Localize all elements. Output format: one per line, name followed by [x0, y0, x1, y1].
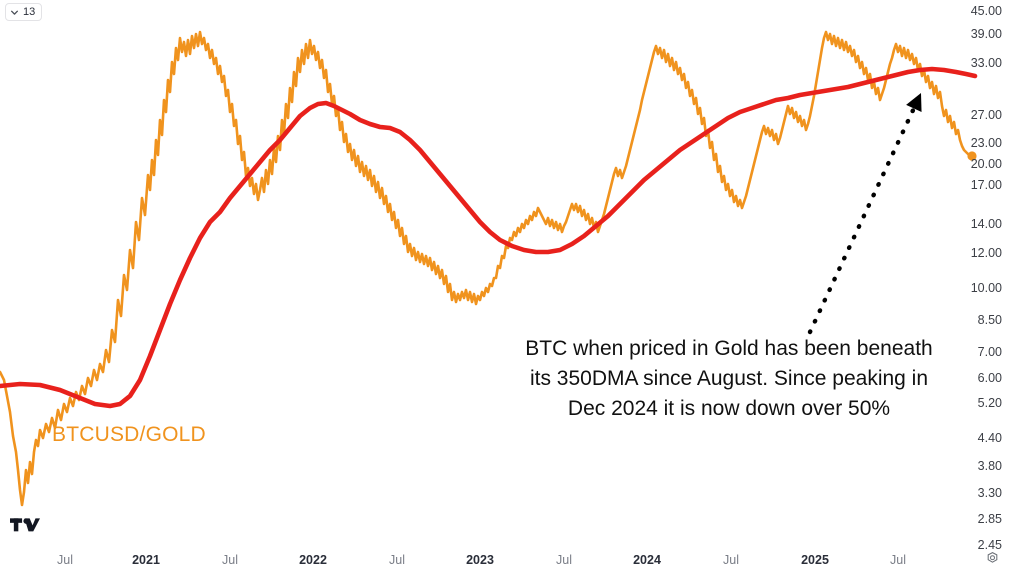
time-tick-year: 2022 [299, 553, 327, 567]
annotation-line-1: BTC when priced in Gold has been beneath [525, 337, 933, 360]
series-label-btcusd-gold: BTCUSD/GOLD [52, 423, 206, 446]
annotation-line-2: its 350DMA since August. Since peaking i… [529, 367, 929, 390]
price-series-line [0, 30, 974, 507]
time-axis[interactable]: Jul 2021 Jul 2022 Jul 2023 Jul 2024 Jul 2025 Jul [0, 547, 968, 575]
annotation-line-3: Dec 2024 it is now down over 50% [567, 397, 891, 420]
dotted-arrow-head [906, 93, 922, 112]
time-tick-month: Jul [556, 553, 572, 567]
symbol-count-badge[interactable]: 13 [5, 3, 43, 21]
tradingview-logo-icon[interactable] [10, 518, 40, 537]
time-tick-year: 2023 [466, 553, 494, 567]
time-tick-year: 2021 [132, 553, 160, 567]
time-tick-month: Jul [890, 553, 906, 567]
chevron-down-icon [10, 10, 19, 15]
time-tick-month: Jul [723, 553, 739, 567]
time-tick-month: Jul [222, 553, 238, 567]
badge-count-label: 13 [23, 5, 36, 18]
time-tick-year: 2024 [633, 553, 661, 567]
dotted-arrow-shaft [807, 106, 917, 335]
last-price-marker [967, 151, 977, 161]
time-tick-month: Jul [389, 553, 405, 567]
time-tick-month: Jul [57, 553, 73, 567]
chart-annotation-text: BTC when priced in Gold has been beneath… [484, 334, 974, 424]
time-tick-year: 2025 [801, 553, 829, 567]
moving-average-line [0, 66, 978, 409]
gear-icon[interactable] [985, 550, 1000, 565]
